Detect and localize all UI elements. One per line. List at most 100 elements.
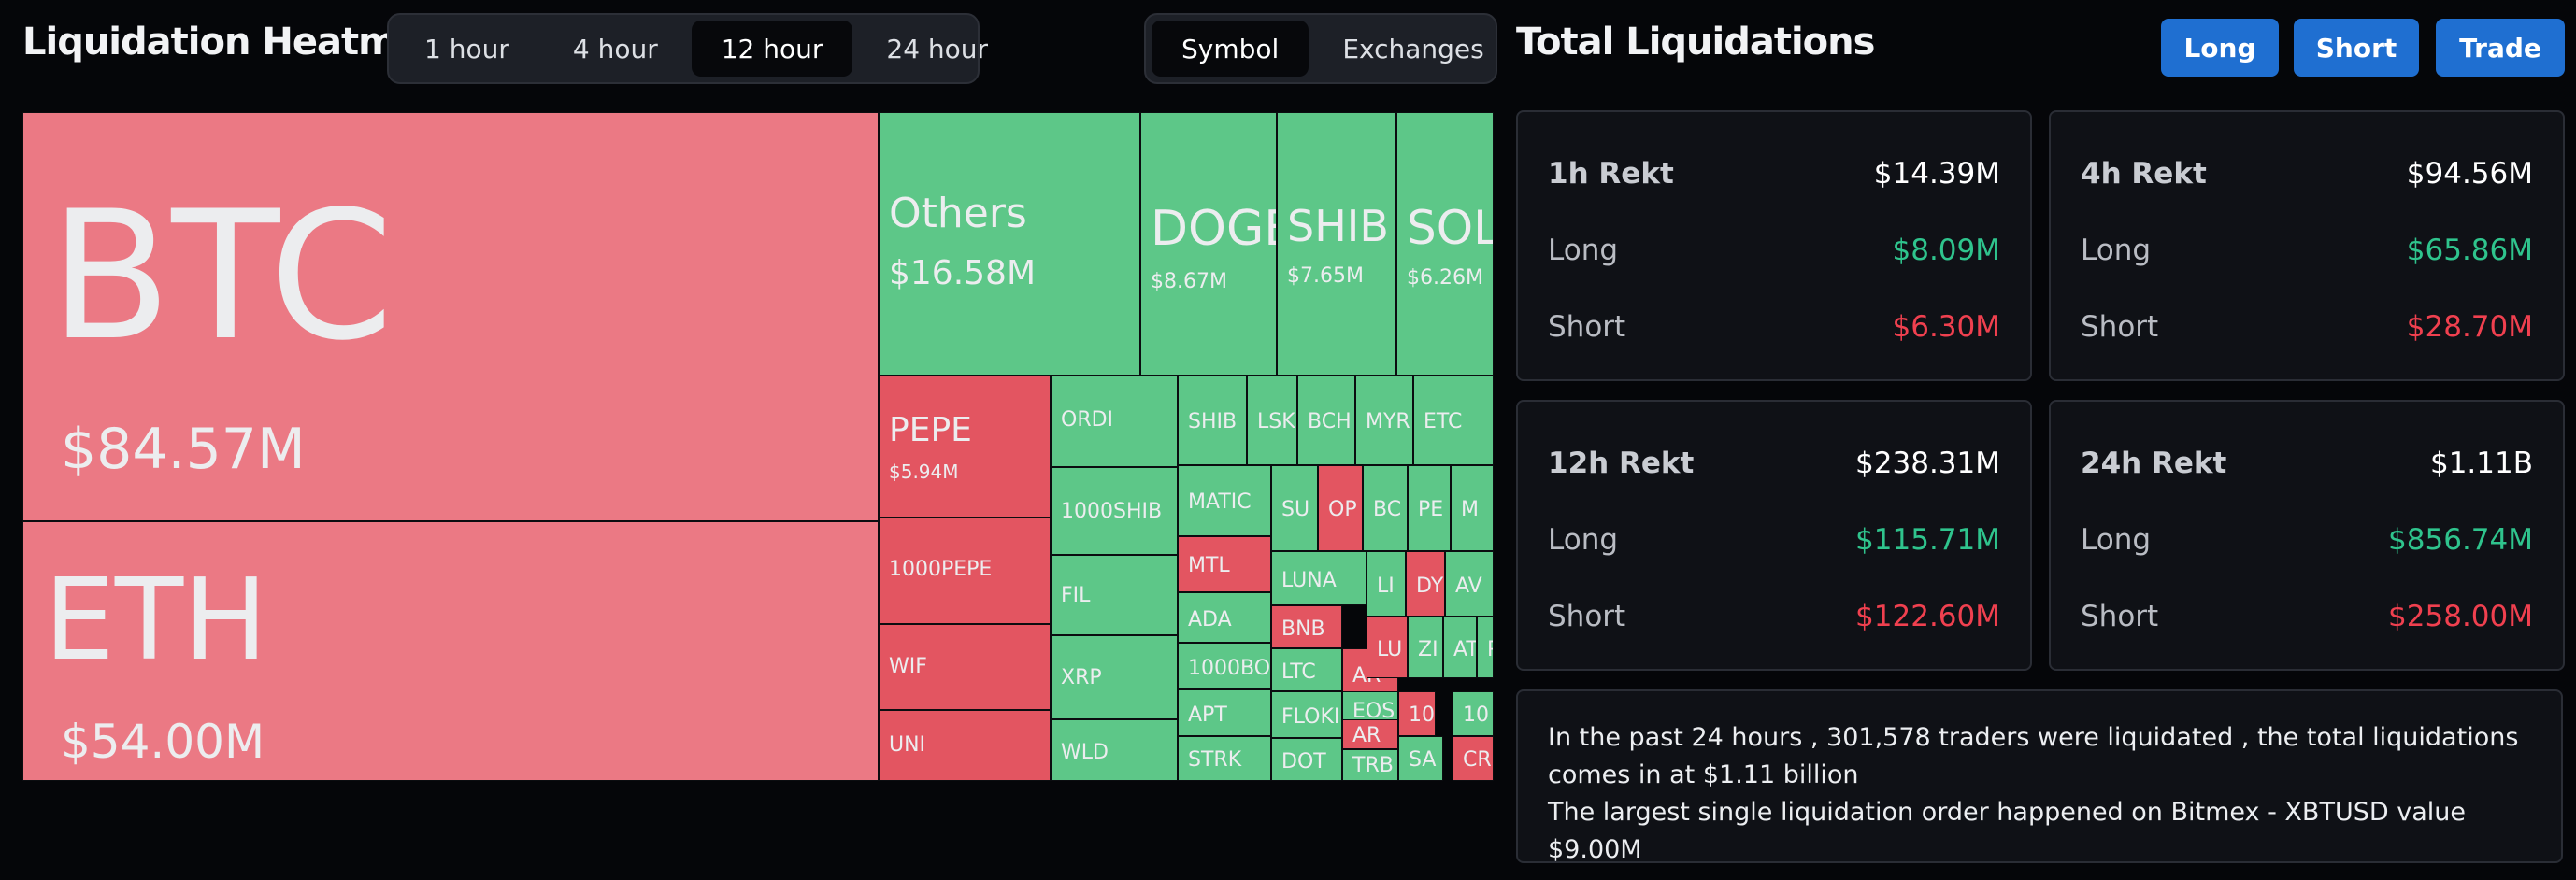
heatmap-tile-doge[interactable]: DOGE $8.67M [1140, 112, 1277, 376]
tab-4-hour[interactable]: 4 hour [572, 33, 658, 64]
heatmap-tile-m[interactable]: M [1451, 465, 1494, 551]
heatmap-tile-1000bonk[interactable]: 1000BONK [1178, 643, 1271, 689]
heatmap-tile-op[interactable]: OP [1318, 465, 1363, 551]
heatmap-tile-wif[interactable]: WIF [879, 624, 1051, 710]
tile-symbol: MATIC [1188, 490, 1252, 514]
heatmap-title: Liquidation Heatmap [22, 21, 447, 64]
tile-value: $54.00M [61, 715, 265, 769]
heatmap-tile-etc[interactable]: ETC [1413, 376, 1494, 465]
heatmap-tile-ordi[interactable]: ORDI [1051, 376, 1178, 467]
heatmap-tile-others[interactable]: Others $16.58M [879, 112, 1140, 376]
heatmap-tile-ar[interactable]: AR [1342, 719, 1398, 749]
long-label: Long [1548, 523, 1619, 557]
heatmap-tile-fil[interactable]: FIL [1051, 555, 1178, 635]
heatmap-tile-strk[interactable]: STRK [1178, 736, 1271, 781]
tile-symbol: BCH [1308, 410, 1352, 433]
view-mode-tabs: Symbol Exchanges [1144, 13, 1497, 84]
short-value: $6.30M [1892, 310, 2001, 344]
heatmap-tile-av[interactable]: AV [1445, 551, 1494, 617]
tile-symbol: WLD [1061, 741, 1109, 764]
tile-symbol: MYR [1366, 410, 1410, 433]
tile-symbol: M [1461, 498, 1479, 521]
total-value: $238.31M [1855, 447, 2000, 480]
short-button[interactable]: Short [2294, 19, 2419, 77]
heatmap-tile-bc[interactable]: BC [1363, 465, 1408, 551]
long-button[interactable]: Long [2161, 19, 2279, 77]
heatmap-tile-at[interactable]: AT [1443, 617, 1477, 678]
stat-card-12h: 12h Rekt $238.31M Long $115.71M Short $122.… [1516, 400, 2032, 671]
long-value: $115.71M [1855, 523, 2000, 557]
heatmap-tile-mtl[interactable]: MTL [1178, 536, 1271, 592]
tile-symbol: ZI [1418, 638, 1438, 661]
heatmap-tile-ada[interactable]: ADA [1178, 592, 1271, 643]
heatmap-tile-10[interactable]: 10 [1453, 691, 1494, 736]
heatmap-tile-1000shib[interactable]: 1000SHIB [1051, 467, 1178, 555]
summary-line-2: The largest single liquidation order hap… [1548, 798, 2466, 864]
liquidation-summary: In the past 24 hours , 301,578 traders w… [1516, 689, 2563, 864]
heatmap-tile-sol[interactable]: SOL $6.26M [1396, 112, 1494, 376]
heatmap-tile-lu[interactable]: LU [1367, 617, 1408, 678]
tab-exchanges[interactable]: Exchanges [1342, 33, 1484, 64]
tile-value: $5.94M [889, 461, 959, 483]
heatmap-tile-li[interactable]: LI [1367, 551, 1406, 617]
heatmap-tile-eth[interactable]: ETH $54.00M [22, 521, 879, 781]
heatmap-tile-pe[interactable]: PE [1408, 465, 1451, 551]
heatmap-tile-lsk[interactable]: LSK [1247, 376, 1297, 465]
tab-symbol[interactable]: Symbol [1152, 21, 1309, 77]
tile-symbol: AV [1455, 575, 1482, 598]
tile-symbol: SOL [1407, 201, 1494, 255]
heatmap-tile-shib[interactable]: SHIB $7.65M [1277, 112, 1396, 376]
total-liquidations-title: Total Liquidations [1516, 21, 1875, 64]
tab-12-hour[interactable]: 12 hour [691, 21, 853, 77]
heatmap-tile-floki[interactable]: FLOKI [1271, 691, 1342, 738]
tile-symbol: LTC [1281, 660, 1316, 684]
short-value: $122.60M [1855, 600, 2000, 633]
heatmap-tile-dot[interactable]: DOT [1271, 738, 1342, 781]
heatmap-tile-bnb[interactable]: BNB [1271, 605, 1342, 648]
tile-symbol: ADA [1188, 608, 1232, 632]
heatmap-tile-luna[interactable]: LUNA [1271, 551, 1367, 605]
heatmap-tile-btc[interactable]: BTC $84.57M [22, 112, 879, 521]
heatmap-tile-apt[interactable]: APT [1178, 689, 1271, 736]
tile-symbol: LI [1377, 575, 1395, 598]
heatmap-tile-trb[interactable]: TRB [1342, 749, 1398, 781]
short-value: $258.00M [2388, 600, 2533, 633]
tile-symbol: SU [1281, 498, 1310, 521]
heatmap-tile-zi[interactable]: ZI [1408, 617, 1443, 678]
long-label: Long [1548, 234, 1619, 267]
time-range-tabs: 1 hour 4 hour 12 hour 24 hour [387, 13, 988, 84]
heatmap-tile-p[interactable]: P [1477, 617, 1494, 678]
tile-symbol: SA [1409, 748, 1437, 772]
tile-value: $8.67M [1151, 270, 1227, 293]
heatmap-tile-shib[interactable]: SHIB [1178, 376, 1247, 465]
heatmap-tile-myr[interactable]: MYR [1355, 376, 1413, 465]
heatmap-tile-matic[interactable]: MATIC [1178, 465, 1271, 536]
long-value: $856.74M [2388, 523, 2533, 557]
period-label: 24h Rekt [2081, 447, 2227, 480]
tile-symbol: 1000SHIB [1061, 500, 1163, 523]
tile-symbol: EOS [1352, 700, 1395, 723]
heatmap-tile-dy[interactable]: DY [1406, 551, 1445, 617]
heatmap-tile-bch[interactable]: BCH [1297, 376, 1355, 465]
liquidation-heatmap: BTC $84.57M ETH $54.00M Others $16.58M DOGE $8.… [22, 112, 1494, 781]
tab-1-hour[interactable]: 1 hour [424, 33, 509, 64]
total-value: $14.39M [1873, 157, 2000, 191]
heatmap-tile-10[interactable]: 10 [1398, 691, 1436, 736]
heatmap-tile-su[interactable]: SU [1271, 465, 1318, 551]
tile-symbol: BC [1373, 498, 1402, 521]
heatmap-tile-wld[interactable]: WLD [1051, 719, 1178, 781]
heatmap-tile-xrp[interactable]: XRP [1051, 635, 1178, 719]
trade-button[interactable]: Trade [2436, 19, 2565, 77]
tile-value: $7.65M [1287, 264, 1364, 288]
tile-symbol: LUNA [1281, 569, 1337, 592]
heatmap-tile-ltc[interactable]: LTC [1271, 648, 1342, 691]
heatmap-tile-1000pepe[interactable]: 1000PEPE [879, 518, 1051, 624]
heatmap-tile-cr[interactable]: CR [1453, 736, 1494, 781]
tile-symbol: DOT [1281, 750, 1326, 774]
short-label: Short [2081, 310, 2159, 344]
heatmap-tile-uni[interactable]: UNI [879, 710, 1051, 781]
tab-24-hour[interactable]: 24 hour [886, 33, 989, 64]
heatmap-tile-pepe[interactable]: PEPE $5.94M [879, 376, 1051, 518]
heatmap-tile-sa[interactable]: SA [1398, 736, 1443, 781]
tile-symbol: 10 [1463, 703, 1489, 727]
